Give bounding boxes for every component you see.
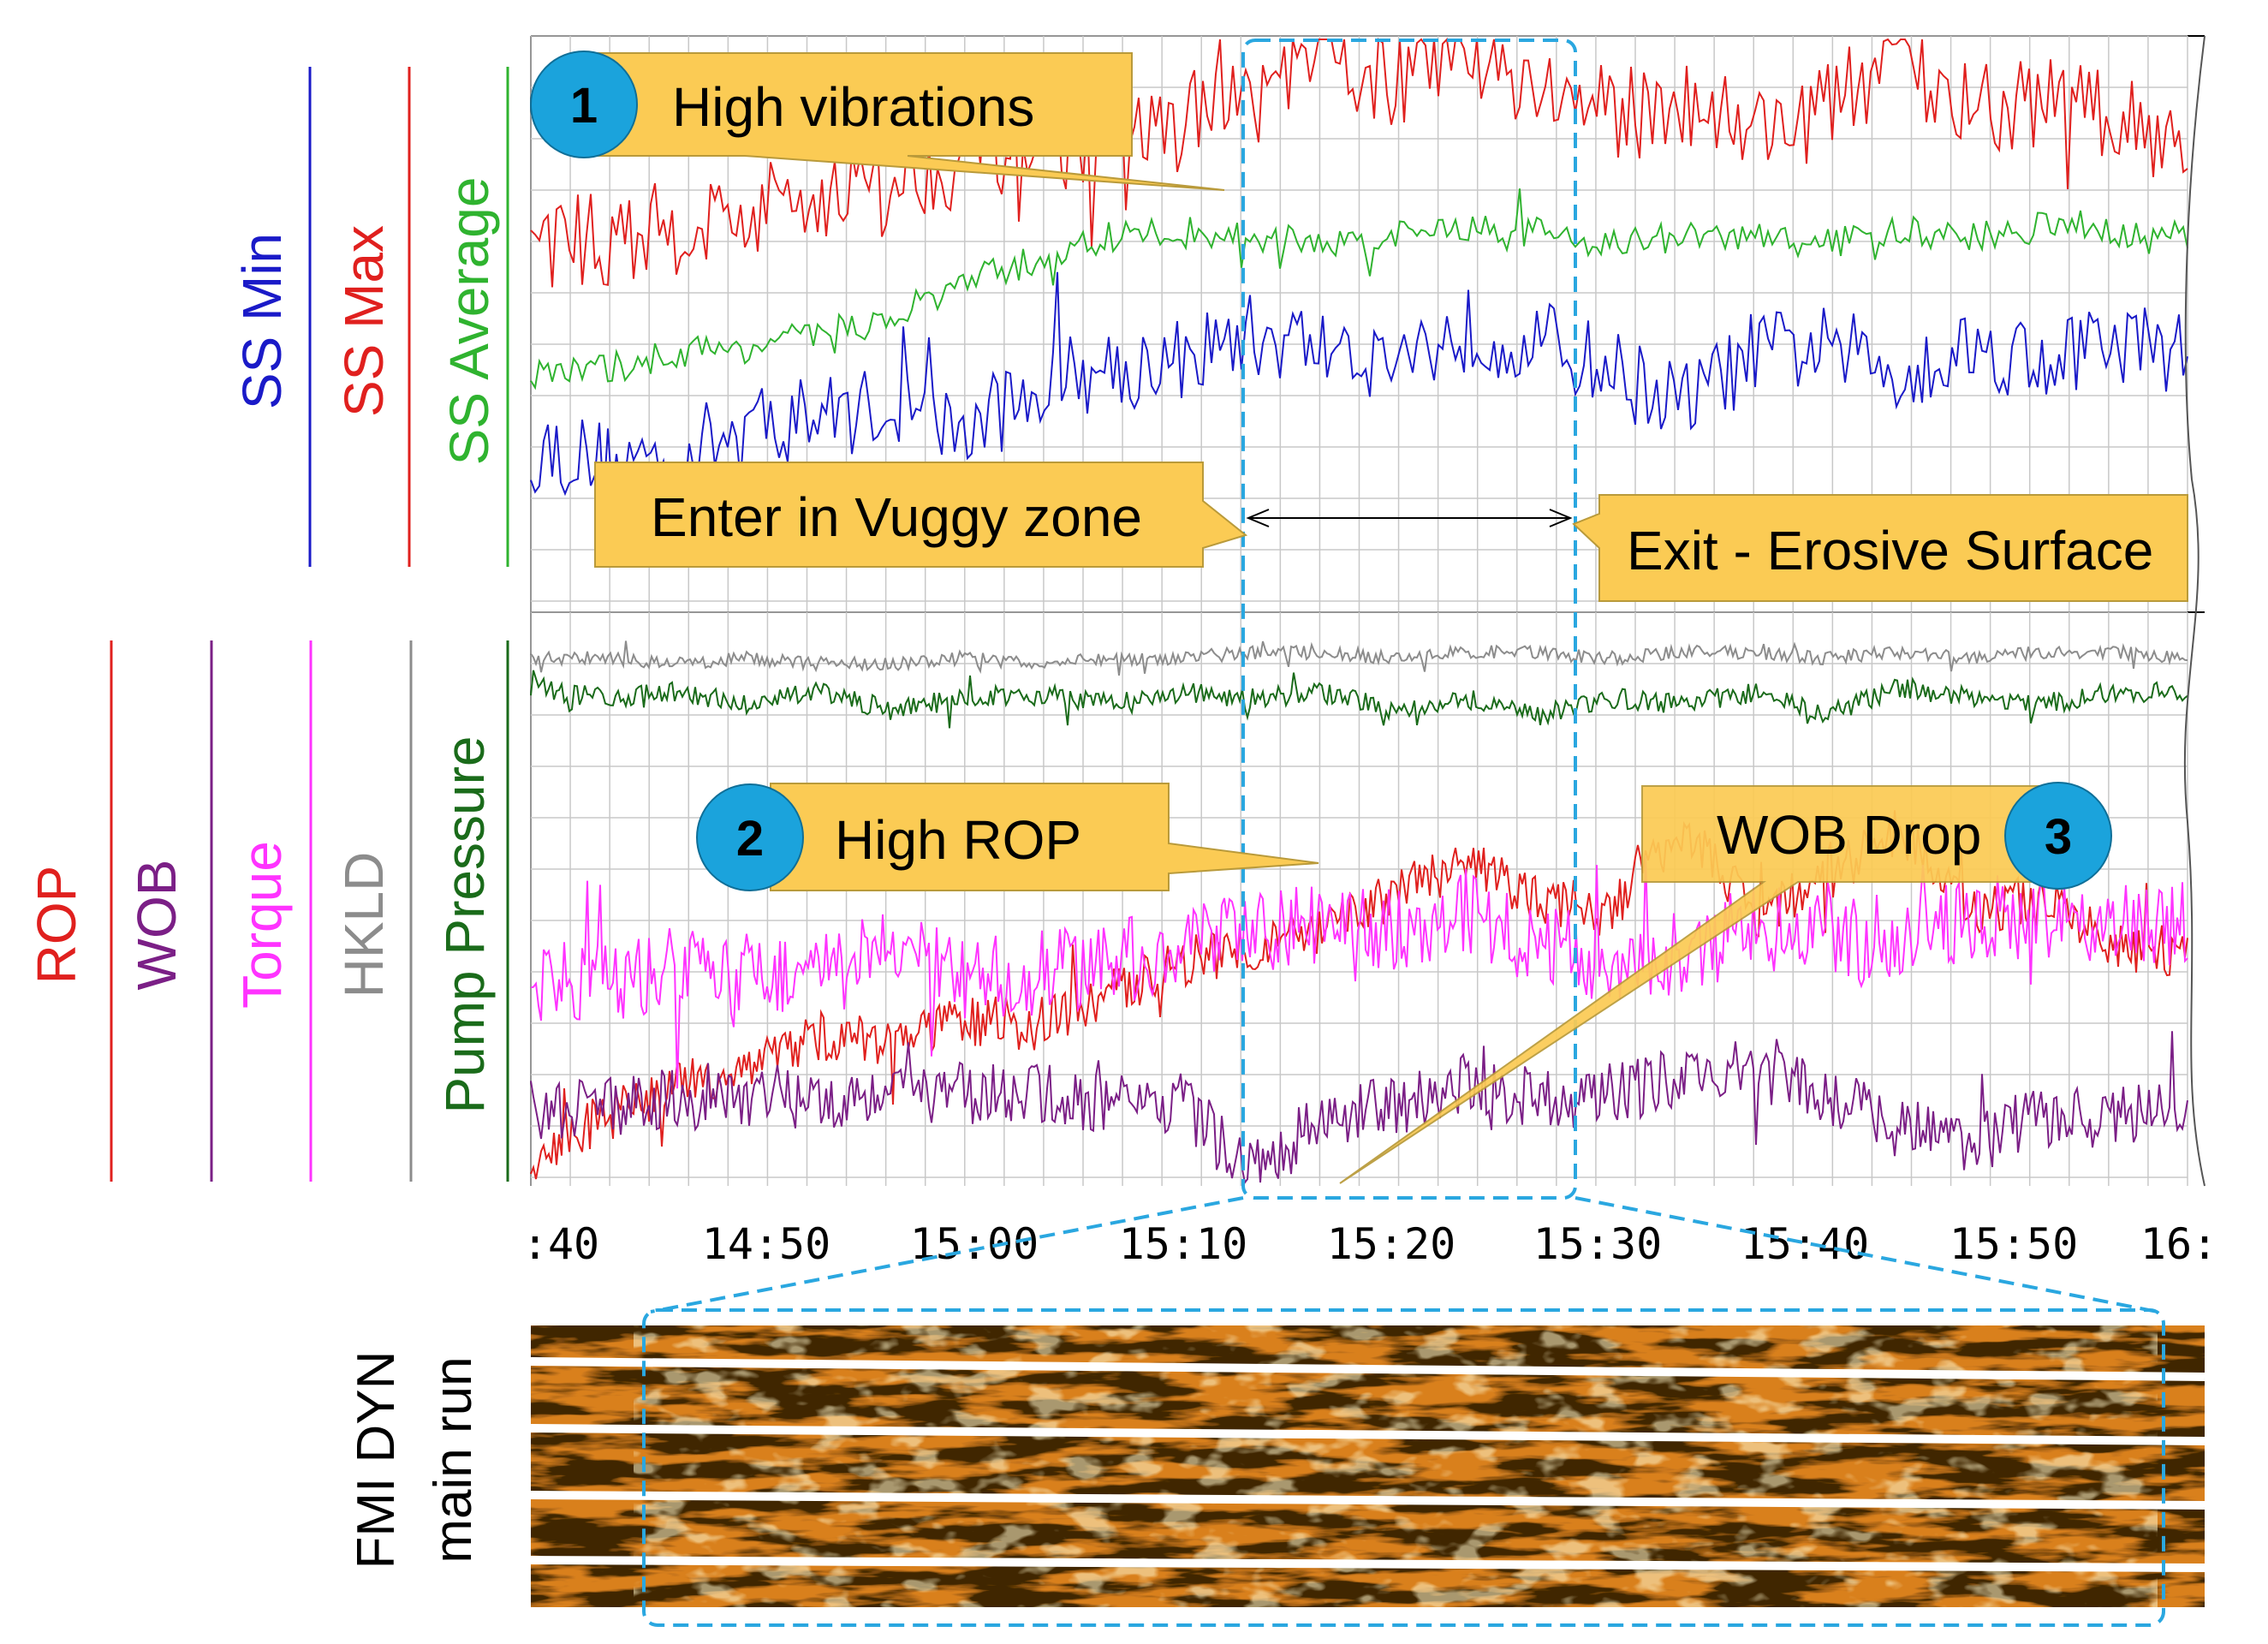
legend-ss-average: SS Average xyxy=(438,177,500,466)
series-torque xyxy=(530,855,2188,1089)
top-panel-series xyxy=(530,37,2188,502)
series-wob xyxy=(530,1031,2188,1185)
x-tick-label: 15:30 xyxy=(1533,1219,1663,1269)
highlight-window xyxy=(642,39,2165,1627)
zoom-guide-left xyxy=(650,1196,1244,1313)
fmi-gap-line xyxy=(530,1491,2205,1510)
badge-2-number: 2 xyxy=(736,811,764,867)
x-tick-label: 15:00 xyxy=(910,1219,1039,1269)
top-legend: SS Min SS Max SS Average xyxy=(231,67,509,567)
panel-break-edge xyxy=(2183,35,2205,1187)
series-ss-max xyxy=(530,37,2188,288)
fmi-image xyxy=(530,1319,2205,1607)
badge-2 xyxy=(696,783,804,891)
callout-enter-text: Enter in Vuggy zone xyxy=(651,486,1142,548)
series-pump-pressure xyxy=(530,670,2188,729)
x-tick-label: 15:50 xyxy=(1950,1219,2079,1269)
legend-ss-max: SS Max xyxy=(333,225,395,417)
fmi-gap-line xyxy=(530,1556,2205,1572)
fmi-top-edge xyxy=(531,1319,2205,1325)
fmi-label-line2: main run xyxy=(424,1356,483,1563)
callout-3-text: WOB Drop xyxy=(1717,804,1981,866)
badge-3-number: 3 xyxy=(2045,809,2072,865)
bottom-panel-series xyxy=(530,640,2188,1185)
callout-wob-drop: 3 WOB Drop xyxy=(1339,782,2112,1184)
legend-torque: Torque xyxy=(231,841,293,1009)
badge-1 xyxy=(530,51,638,158)
zoom-guide-right xyxy=(1575,1196,2158,1313)
series-ss-min xyxy=(530,271,2188,502)
callout-high-rop: 2 High ROP xyxy=(696,783,1319,891)
callout-2-text: High ROP xyxy=(835,809,1081,871)
callout-exit-erosive: Exit - Erosive Surface xyxy=(1572,494,2188,602)
fmi-gap-line xyxy=(530,1424,2205,1445)
x-tick-label: :40 xyxy=(522,1219,599,1269)
fmi-gap-line xyxy=(530,1357,2205,1381)
zone-span-arrow xyxy=(1246,509,1573,527)
x-tick-label: 15:40 xyxy=(1741,1219,1870,1269)
series-ss-average xyxy=(530,188,2188,390)
legend-rop: ROP xyxy=(26,866,87,985)
bottom-panel xyxy=(530,611,2205,1186)
legend-hkld: HKLD xyxy=(333,852,395,998)
highlight-rect xyxy=(1241,39,1577,1200)
series-hkld xyxy=(530,640,2188,676)
fmi-label-line1: FMI DYN xyxy=(347,1351,406,1570)
x-tick-label: 14:50 xyxy=(702,1219,831,1269)
x-tick-label: 15:10 xyxy=(1119,1219,1248,1269)
callout-exit-text: Exit - Erosive Surface xyxy=(1627,520,2153,581)
legend-wob: WOB xyxy=(126,860,188,991)
fmi-highlight-rect xyxy=(642,1308,2165,1627)
x-axis-ticks: :40 14:50 15:00 15:10 15:20 15:30 15:40 15:50 16… xyxy=(522,1219,2217,1269)
bottom-legend: ROP WOB Torque HKLD Pump Pressure xyxy=(26,640,509,1182)
legend-pump-pressure: Pump Pressure xyxy=(434,736,496,1113)
legend-ss-min: SS Min xyxy=(231,233,293,409)
x-tick-label: 15:20 xyxy=(1327,1219,1456,1269)
callout-enter-vuggy: Enter in Vuggy zone xyxy=(594,462,1248,568)
badge-3 xyxy=(2004,782,2112,890)
callout-1-text: High vibrations xyxy=(672,76,1034,138)
badge-1-number: 1 xyxy=(570,78,598,134)
fmi-white-gaps xyxy=(530,1319,2205,1572)
callout-high-vibrations: 1 High vibrations xyxy=(530,51,1225,191)
x-tick-label: 16: xyxy=(2140,1219,2217,1269)
